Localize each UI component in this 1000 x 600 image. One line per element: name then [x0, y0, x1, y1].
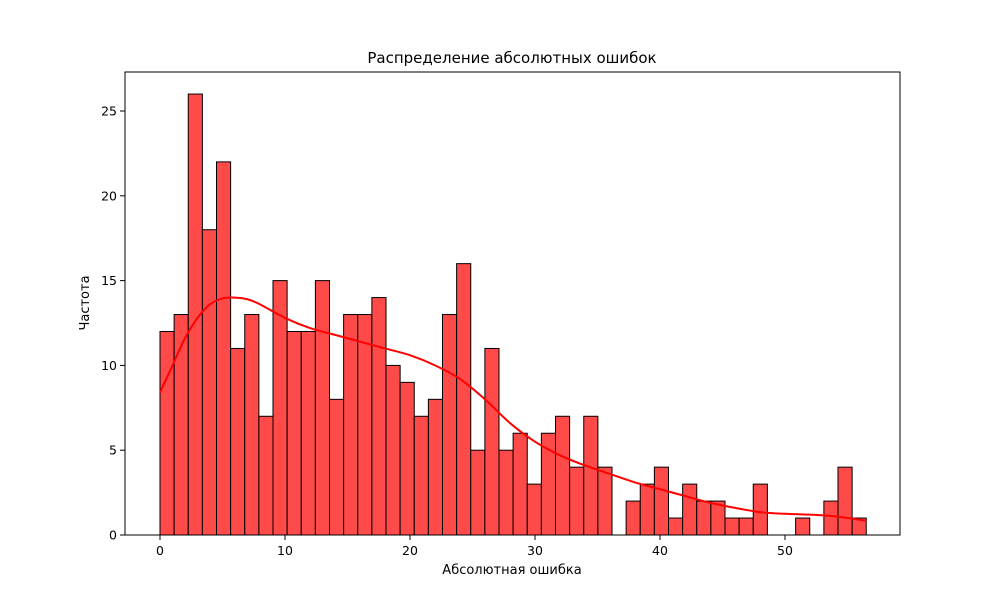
histogram-bar [625, 500, 641, 536]
histogram-bar [555, 415, 571, 536]
histogram-bar [795, 517, 811, 536]
histogram-bar [314, 280, 330, 536]
histogram-bar [583, 415, 599, 536]
histogram-bar [343, 314, 359, 536]
histogram-bar [244, 314, 260, 536]
y-tick-label: 20 [101, 188, 117, 203]
histogram-bar [201, 229, 217, 536]
x-tick-label: 10 [277, 543, 293, 558]
histogram-bar [668, 517, 684, 536]
histogram-bar [456, 263, 472, 536]
histogram-bar [498, 449, 514, 536]
histogram-bar [639, 483, 655, 536]
x-tick-label: 40 [652, 543, 668, 558]
histogram-bar [724, 517, 740, 536]
histogram-bar [752, 483, 768, 536]
histogram-bar [470, 449, 486, 536]
histogram-bar [484, 347, 500, 536]
histogram-bar [286, 330, 302, 536]
plot-frame [124, 71, 901, 536]
histogram-bar [569, 466, 585, 536]
histogram-bar [682, 483, 698, 536]
x-tick-label: 20 [402, 543, 418, 558]
y-axis-label: Частота [78, 275, 93, 330]
histogram-bar [230, 347, 246, 536]
y-tick-label: 0 [109, 528, 117, 543]
histogram-bar [258, 415, 274, 536]
y-tick-label: 10 [101, 358, 117, 373]
histogram-bar [597, 466, 613, 536]
y-axis-ticks: 0 5 10 15 20 25 [101, 104, 125, 543]
histogram-bar [216, 161, 232, 536]
x-tick-label: 0 [156, 543, 164, 558]
histogram-bar [159, 330, 175, 536]
histogram-bar [653, 466, 669, 536]
y-tick-label: 15 [101, 273, 117, 288]
histogram-bar [696, 500, 712, 536]
histogram-bar [357, 314, 373, 536]
histogram-bar [300, 330, 316, 536]
kde-curve [159, 296, 867, 522]
histogram-bar [837, 466, 853, 536]
histogram-bar [385, 364, 401, 536]
histogram-bar [371, 297, 387, 536]
histogram-bar [329, 398, 345, 536]
histogram-bar [526, 483, 542, 536]
histogram-bar [442, 314, 458, 536]
histogram-bar [512, 432, 528, 536]
histogram-bar [738, 517, 754, 536]
y-tick-label: 25 [101, 104, 117, 119]
histogram-bar [399, 381, 415, 536]
histogram-bar [413, 415, 429, 536]
chart-title: Распределение абсолютных ошибок [367, 49, 656, 67]
histogram-bar [427, 398, 443, 536]
histogram-bar [823, 500, 839, 536]
x-axis-label: Абсолютная ошибка [442, 563, 581, 578]
x-tick-label: 30 [527, 543, 543, 558]
x-axis-ticks: 0 10 20 30 40 50 [156, 535, 793, 558]
x-tick-label: 50 [777, 543, 793, 558]
y-tick-label: 5 [109, 443, 117, 458]
